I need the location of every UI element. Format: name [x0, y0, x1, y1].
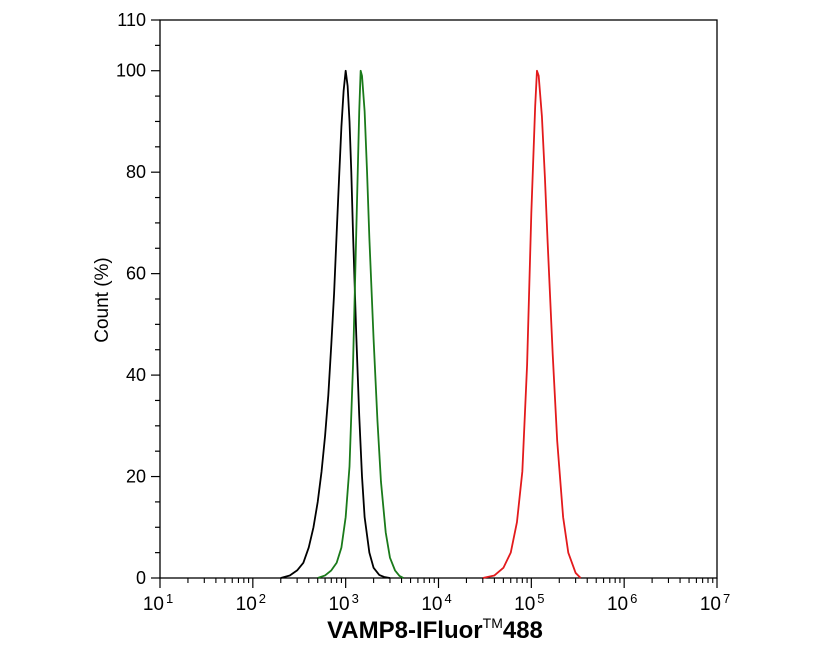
y-tick-label: 0 [136, 568, 146, 588]
y-tick-label: 80 [126, 162, 146, 182]
x-tick-label-base: 10 [607, 594, 628, 615]
x-tick-label: 10 6 [607, 591, 637, 615]
series-line-3 [482, 69, 582, 579]
x-tick-label-exponent: 6 [630, 591, 637, 606]
x-axis-label: VAMP8-IFluorTM488 [327, 615, 543, 644]
x-axis-label-main: VAMP8-IFluor [327, 617, 483, 644]
y-tick-label: 40 [126, 365, 146, 385]
y-tick-label: 100 [116, 61, 146, 81]
y-tick-label: 20 [126, 467, 146, 487]
x-tick-label-exponent: 1 [166, 591, 173, 606]
x-axis-label-suffix: 488 [503, 617, 543, 644]
x-axis-label-superscript: TM [483, 615, 503, 631]
plot-border [159, 19, 718, 579]
x-tick-label-base: 10 [236, 594, 257, 615]
x-tick-label-base: 10 [514, 594, 535, 615]
y-tick-label: 60 [126, 264, 146, 284]
y-axis: 0 20 40 60 80 100 110 [116, 10, 160, 588]
x-tick-label-exponent: 4 [444, 591, 451, 606]
x-tick-label-base: 10 [421, 594, 442, 615]
x-tick-label: 10 5 [514, 591, 544, 615]
series-line-2 [317, 69, 404, 579]
plot-frame [159, 19, 718, 579]
x-tick-label-base: 10 [700, 594, 721, 615]
x-tick-label: 10 7 [700, 591, 730, 615]
x-tick-label-base: 10 [143, 594, 164, 615]
y-axis-label: Count (%) [92, 257, 113, 343]
series-group [280, 69, 582, 579]
x-tick-label-exponent: 5 [537, 591, 544, 606]
x-tick-label-exponent: 3 [352, 591, 359, 606]
x-tick-label-exponent: 2 [259, 591, 266, 606]
x-tick-label: 10 3 [328, 591, 358, 615]
x-tick-label-base: 10 [328, 594, 349, 615]
x-tick-label: 10 1 [143, 591, 173, 615]
x-tick-label: 10 2 [236, 591, 266, 615]
y-tick-label: 110 [117, 10, 146, 30]
x-tick-label-exponent: 7 [723, 591, 730, 606]
x-tick-label: 10 4 [421, 591, 451, 615]
x-axis: 10 1 10 2 10 3 10 4 10 5 10 6 10 7 [143, 578, 730, 615]
series-line-1 [280, 69, 391, 579]
